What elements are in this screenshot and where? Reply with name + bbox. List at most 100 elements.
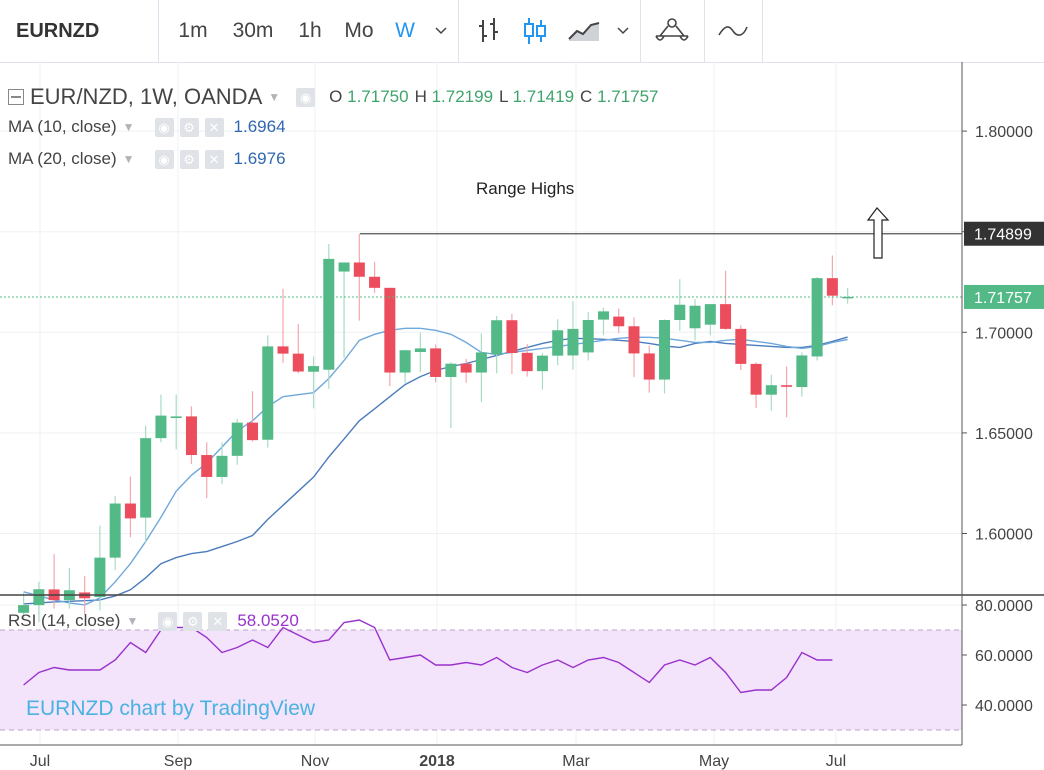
chevron-down-icon[interactable]: ▼ <box>122 120 135 134</box>
candle-body <box>94 557 106 598</box>
rsi-label: RSI (14, close) <box>8 611 121 630</box>
toolbar-divider <box>704 0 705 62</box>
eye-icon[interactable]: ◉ <box>154 117 174 137</box>
eye-icon[interactable]: ◉ <box>158 611 178 631</box>
candles <box>18 233 854 623</box>
ma20-value: 1.6976 <box>233 149 286 168</box>
gear-icon[interactable]: ⚙ <box>179 149 199 169</box>
close-icon[interactable]: ✕ <box>204 117 224 137</box>
chevron-down-icon[interactable]: ▼ <box>268 90 281 104</box>
candle-body <box>613 316 625 327</box>
candle-body <box>842 296 854 299</box>
candle-body <box>720 304 732 329</box>
chevron-down-icon[interactable]: ▼ <box>122 152 135 166</box>
chevron-down-icon[interactable]: ▼ <box>126 614 139 628</box>
candle-body <box>201 455 213 477</box>
chevron-down-icon[interactable] <box>610 0 636 62</box>
time-tick-label: Jul <box>826 753 846 770</box>
symbol-search-button[interactable]: EURNZD <box>16 19 100 42</box>
candle-body <box>521 352 533 372</box>
candle-body <box>185 416 197 456</box>
candle-body <box>216 455 228 477</box>
toolbar-divider <box>640 0 641 62</box>
rsi-tick-label: 40.0000 <box>975 698 1033 715</box>
close-icon[interactable]: ✕ <box>208 611 228 631</box>
compare-icon[interactable] <box>710 0 756 62</box>
candle-body <box>475 352 487 373</box>
candle-body <box>445 363 457 377</box>
eye-icon[interactable]: ◉ <box>296 87 316 107</box>
candle-body <box>399 350 411 373</box>
bar-chart-icon[interactable] <box>468 0 510 62</box>
time-tick-label: 2018 <box>419 753 455 770</box>
rsi-band-fill <box>0 630 962 730</box>
rsi-legend: RSI (14, close) ▼ ◉ ⚙ ✕ 58.0520 <box>8 611 299 631</box>
ohlc-open: O 1.71750 <box>329 87 409 106</box>
time-tick-label: May <box>699 753 729 770</box>
candle-body <box>170 416 182 419</box>
candle-body <box>506 320 518 354</box>
indicators-icon[interactable] <box>646 0 698 62</box>
candle-body <box>597 311 609 320</box>
time-tick-label: Sep <box>164 753 193 770</box>
rsi-line <box>23 619 833 694</box>
candle-body <box>384 287 396 373</box>
candle-body <box>33 589 45 606</box>
gear-icon[interactable]: ⚙ <box>183 611 203 631</box>
rsi-value: 58.0520 <box>237 611 299 630</box>
rsi-band <box>0 629 962 731</box>
range-high-label: 1.74899 <box>974 227 1032 244</box>
timeframe-mo-button[interactable]: Mo <box>344 19 374 42</box>
candle-body <box>704 304 716 325</box>
ohlc-close: C 1.71757 <box>580 87 659 106</box>
candle-body <box>674 304 686 321</box>
gear-icon[interactable]: ⚙ <box>179 117 199 137</box>
timeframe-w-button[interactable]: W <box>395 19 415 42</box>
area-chart-icon[interactable] <box>562 0 606 62</box>
ma10-value: 1.6964 <box>233 117 286 136</box>
candlestick-icon[interactable] <box>514 0 556 62</box>
ma20-legend: MA (20, close) ▼ ◉ ⚙ ✕ 1.6976 <box>8 149 286 169</box>
toolbar-divider <box>762 0 763 62</box>
time-tick-label: Mar <box>562 753 590 770</box>
eye-icon[interactable]: ◉ <box>154 149 174 169</box>
timeframe-30m-button[interactable]: 30m <box>232 19 274 42</box>
candle-body <box>567 328 579 356</box>
rsi-tick-label: 80.0000 <box>975 598 1033 615</box>
candle-body <box>659 320 671 380</box>
close-icon[interactable]: ✕ <box>204 149 224 169</box>
timeframe-1h-button[interactable]: 1h <box>298 19 322 42</box>
candle-body <box>765 385 777 395</box>
price-tick-label: 1.80000 <box>975 124 1033 141</box>
candle-body <box>781 385 793 387</box>
ma10-label: MA (10, close) <box>8 117 117 136</box>
chevron-down-icon[interactable] <box>428 0 454 62</box>
candle-body <box>109 503 121 558</box>
candle-body <box>536 355 548 372</box>
candle-body <box>750 363 762 395</box>
timeframe-1m-button[interactable]: 1m <box>178 19 208 42</box>
candle-body <box>689 305 701 329</box>
candle-body <box>811 278 823 357</box>
collapse-icon[interactable] <box>8 89 24 105</box>
toolbar-divider <box>458 0 459 62</box>
current-price-label-bg <box>964 284 1044 309</box>
tradingview-watermark[interactable]: EURNZD chart by TradingView <box>26 697 316 720</box>
candle-body <box>124 503 136 519</box>
ma10-legend: MA (10, close) ▼ ◉ ⚙ ✕ 1.6964 <box>8 117 286 137</box>
candle-body <box>643 353 655 380</box>
candle-body <box>262 346 274 440</box>
candle-body <box>414 348 426 353</box>
range-high-level <box>0 207 962 298</box>
toolbar: EURNZD 1m 30m 1h Mo W <box>0 0 1044 63</box>
series-title: EUR/NZD, 1W, OANDA <box>30 84 263 109</box>
candle-body <box>323 258 335 370</box>
candle-body <box>277 346 289 354</box>
candle-body <box>155 415 167 439</box>
candle-body <box>140 438 152 518</box>
price-tick-label: 1.70000 <box>975 325 1033 342</box>
candle-body <box>552 330 564 356</box>
candle-body <box>796 355 808 388</box>
ma20-label: MA (20, close) <box>8 149 117 168</box>
rsi-tick-label: 60.0000 <box>975 648 1033 665</box>
